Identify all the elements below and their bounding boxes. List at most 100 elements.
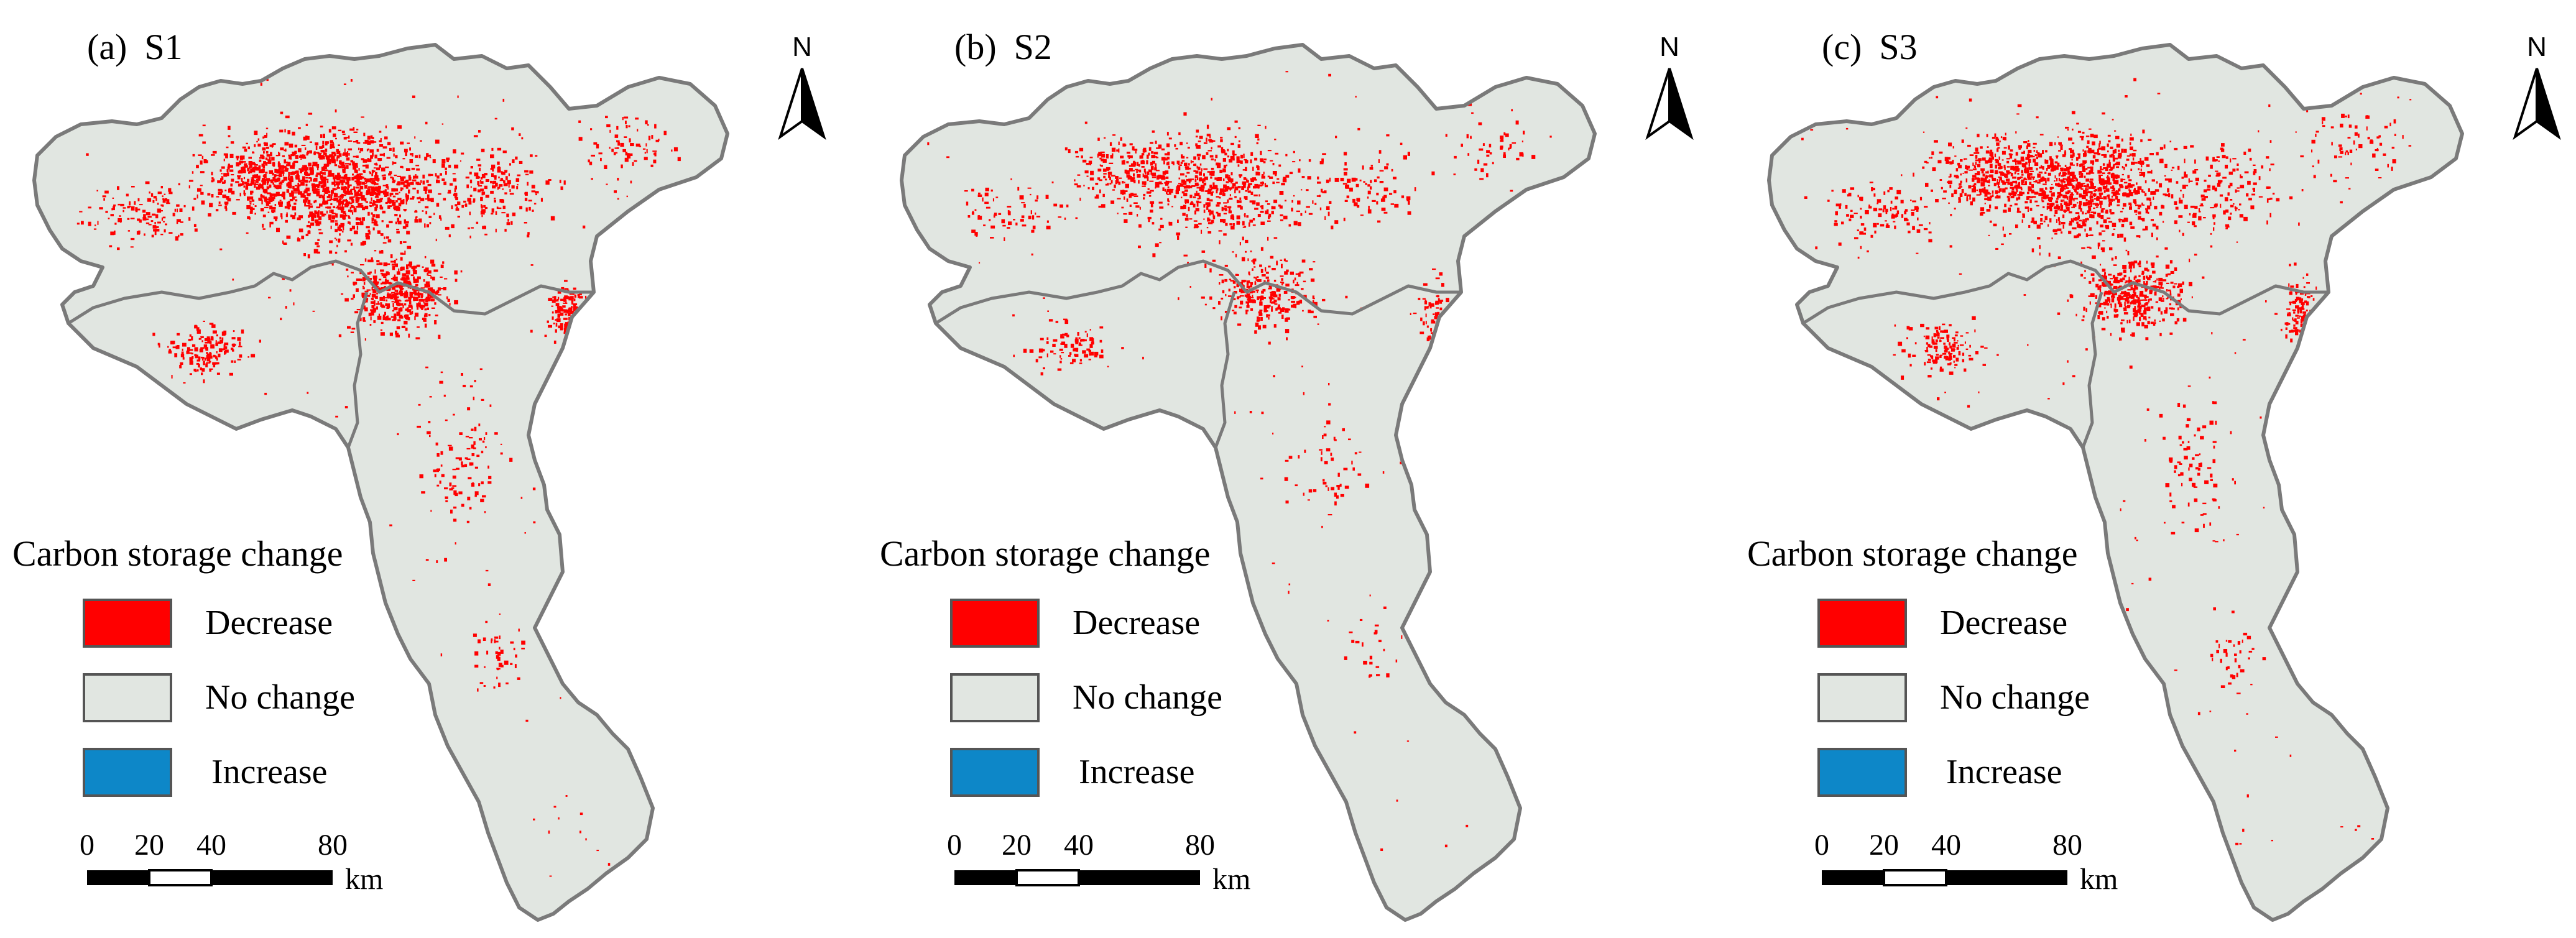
decrease-patch — [614, 136, 619, 138]
decrease-patch — [466, 520, 469, 523]
decrease-patch — [339, 162, 344, 165]
decrease-patch — [984, 201, 989, 205]
decrease-patch — [1434, 312, 1438, 316]
decrease-patch — [2045, 187, 2047, 190]
decrease-patch — [370, 135, 373, 139]
decrease-patch — [419, 474, 423, 479]
decrease-patch — [432, 277, 435, 281]
decrease-patch — [1367, 209, 1372, 214]
decrease-patch — [304, 173, 308, 175]
decrease-patch — [437, 287, 441, 291]
decrease-patch — [1486, 150, 1490, 154]
decrease-patch — [409, 293, 412, 298]
decrease-patch — [284, 206, 288, 209]
decrease-patch — [2062, 214, 2065, 219]
decrease-patch — [305, 183, 308, 186]
north-label: N — [1660, 32, 1679, 62]
decrease-patch — [548, 324, 552, 328]
decrease-patch — [1142, 173, 1144, 178]
decrease-patch — [314, 214, 316, 219]
decrease-patch — [1185, 226, 1188, 228]
decrease-patch — [409, 159, 413, 163]
decrease-patch — [2192, 213, 2197, 215]
decrease-patch — [1262, 174, 1264, 178]
decrease-patch — [2108, 182, 2112, 185]
decrease-patch — [1257, 296, 1259, 300]
decrease-patch — [384, 311, 386, 316]
decrease-patch — [206, 362, 211, 364]
decrease-patch — [1560, 268, 1562, 271]
decrease-patch — [2103, 154, 2107, 158]
decrease-patch — [1193, 220, 1198, 222]
decrease-patch — [1079, 147, 1084, 152]
decrease-patch — [1367, 196, 1369, 199]
decrease-patch — [400, 177, 405, 180]
decrease-patch — [280, 147, 284, 150]
decrease-patch — [1256, 202, 1260, 206]
decrease-patch — [1194, 178, 1197, 182]
decrease-patch — [131, 237, 135, 241]
decrease-patch — [1131, 179, 1134, 182]
decrease-patch — [287, 162, 291, 165]
decrease-patch — [333, 193, 338, 198]
decrease-patch — [178, 234, 180, 237]
decrease-patch — [351, 196, 354, 201]
decrease-patch — [1249, 219, 1253, 223]
decrease-patch — [1258, 184, 1263, 186]
decrease-patch — [386, 224, 389, 228]
decrease-patch — [371, 173, 374, 177]
decrease-patch — [512, 212, 516, 216]
decrease-patch — [385, 201, 388, 205]
decrease-patch — [1227, 199, 1229, 203]
decrease-patch — [367, 142, 371, 145]
decrease-patch — [351, 298, 354, 300]
decrease-patch — [260, 193, 262, 198]
decrease-patch — [1143, 505, 1147, 508]
decrease-patch — [1424, 306, 1426, 311]
decrease-patch — [143, 214, 146, 218]
decrease-patch — [1273, 280, 1276, 282]
decrease-patch — [269, 205, 273, 209]
decrease-patch — [1223, 213, 1227, 214]
decrease-patch — [2151, 179, 2155, 182]
decrease-patch — [413, 276, 415, 280]
decrease-patch — [309, 167, 312, 170]
decrease-patch — [1168, 188, 1173, 193]
decrease-patch — [1031, 229, 1034, 233]
decrease-patch — [358, 198, 360, 200]
decrease-patch — [306, 224, 311, 228]
decrease-patch — [1454, 155, 1457, 159]
decrease-patch — [228, 135, 231, 137]
decrease-patch — [325, 149, 328, 152]
decrease-patch — [1176, 185, 1180, 190]
decrease-patch — [384, 189, 387, 193]
decrease-patch — [471, 428, 474, 431]
decrease-patch — [349, 193, 353, 195]
decrease-patch — [1228, 288, 1230, 292]
decrease-patch — [1198, 226, 1199, 228]
decrease-patch — [2125, 249, 2128, 252]
decrease-patch — [2066, 206, 2070, 209]
decrease-patch — [1141, 166, 1145, 168]
decrease-patch — [1271, 206, 1276, 209]
decrease-patch — [2130, 185, 2133, 188]
decrease-patch — [465, 177, 469, 179]
decrease-patch — [188, 185, 190, 189]
decrease-patch — [126, 193, 129, 196]
decrease-patch — [2054, 232, 2057, 235]
decrease-patch — [2134, 202, 2136, 205]
decrease-patch — [300, 183, 302, 185]
decrease-patch — [191, 336, 193, 341]
decrease-patch — [2102, 112, 2105, 115]
decrease-patch — [1262, 324, 1267, 329]
decrease-patch — [1213, 185, 1218, 190]
decrease-patch — [1224, 188, 1229, 191]
decrease-patch — [438, 215, 441, 219]
decrease-patch — [469, 462, 473, 466]
decrease-patch — [1298, 222, 1301, 226]
decrease-patch — [88, 206, 91, 209]
decrease-patch — [2090, 211, 2095, 213]
decrease-patch — [346, 180, 349, 183]
decrease-patch — [366, 149, 369, 152]
decrease-patch — [231, 337, 236, 339]
